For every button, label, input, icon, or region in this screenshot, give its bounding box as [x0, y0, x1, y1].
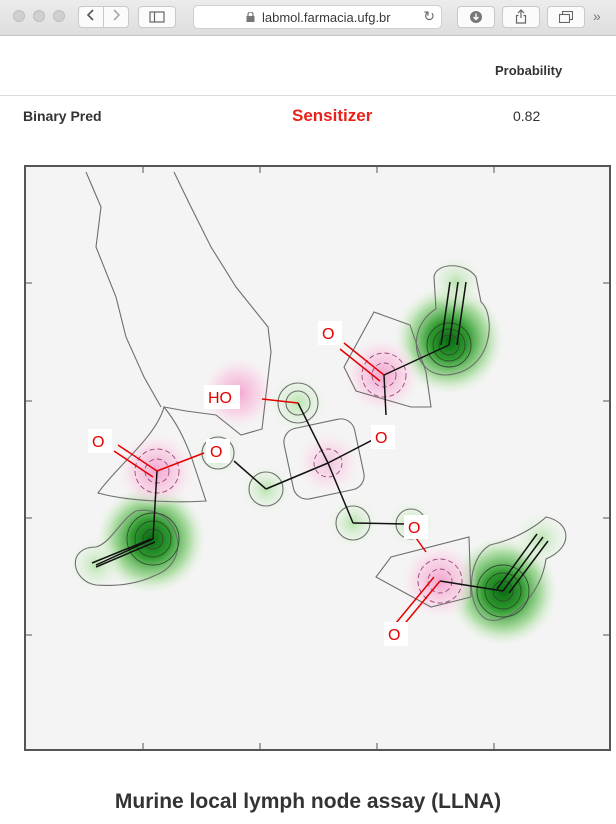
- atom-label: HO: [208, 390, 232, 407]
- molecule-image: O HO O O O O O: [26, 167, 609, 749]
- close-window-button[interactable]: [13, 10, 25, 22]
- back-button[interactable]: [78, 6, 104, 28]
- chevron-right-icon: [113, 9, 121, 21]
- browser-toolbar: labmol.farmacia.ufg.br ↻ »: [0, 0, 616, 36]
- contour-lines: [74, 171, 567, 621]
- tabs-button[interactable]: [547, 6, 585, 28]
- lock-icon: [246, 12, 255, 22]
- probability-value: 0.82: [513, 108, 541, 124]
- reload-icon[interactable]: ↻: [423, 8, 435, 24]
- green-rings: [126, 322, 530, 618]
- atom-label: O: [388, 627, 400, 644]
- tabs-icon: [558, 10, 574, 24]
- atom-labels: O HO O O O O O: [88, 321, 428, 646]
- header-divider: [0, 95, 616, 96]
- url-text: labmol.farmacia.ufg.br: [262, 10, 391, 25]
- downloads-button[interactable]: [457, 6, 495, 28]
- download-icon: [470, 11, 482, 23]
- address-bar[interactable]: labmol.farmacia.ufg.br ↻: [193, 5, 442, 29]
- sidebar-icon: [149, 11, 165, 23]
- share-icon: [515, 9, 527, 24]
- probability-header: Probability: [495, 63, 563, 78]
- forward-button[interactable]: [103, 6, 129, 28]
- chevron-left-icon: [86, 9, 94, 21]
- binary-pred-label: Binary Pred: [23, 108, 102, 124]
- atom-label: O: [408, 520, 420, 537]
- zoom-window-button[interactable]: [53, 10, 65, 22]
- assay-title: Murine local lymph node assay (LLNA): [114, 790, 502, 813]
- molecule-contribution-map: O HO O O O O O: [24, 165, 611, 751]
- atom-label: O: [210, 444, 222, 461]
- sidebar-button[interactable]: [138, 6, 176, 28]
- atom-label: O: [375, 430, 387, 447]
- atom-label: O: [322, 326, 334, 343]
- overflow-icon[interactable]: »: [593, 8, 601, 24]
- axis-ticks: [26, 167, 609, 749]
- atom-label: O: [92, 434, 104, 451]
- bonds: [91, 281, 549, 594]
- prediction-value: Sensitizer: [292, 106, 373, 125]
- share-button[interactable]: [502, 6, 540, 28]
- minimize-window-button[interactable]: [33, 10, 45, 22]
